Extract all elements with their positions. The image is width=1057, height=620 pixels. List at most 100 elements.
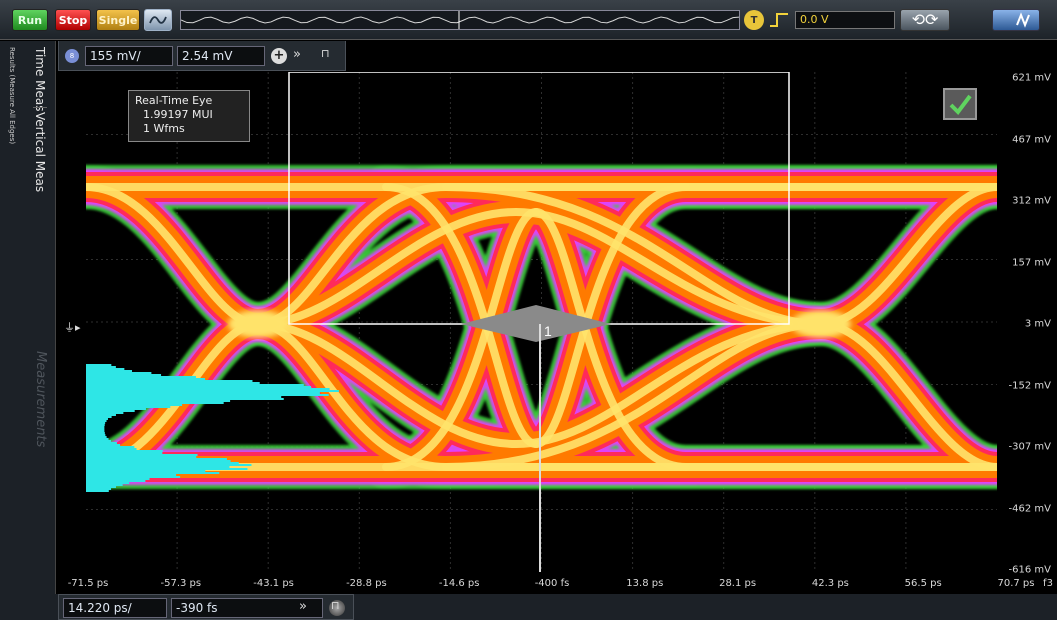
- single-button[interactable]: Single: [96, 9, 140, 31]
- eye-traces: [86, 165, 997, 489]
- histogram-bar: [86, 434, 106, 436]
- histogram-bar: [86, 466, 230, 468]
- trigger-marker[interactable]: [461, 305, 611, 342]
- histogram: [86, 364, 339, 492]
- eye-trace: [532, 183, 690, 448]
- histogram-bar: [86, 378, 206, 380]
- pin-icon[interactable]: ⊓: [331, 599, 340, 612]
- display-toggle-button[interactable]: [992, 9, 1040, 31]
- y-tick-label: -616 mV: [1008, 564, 1051, 576]
- histogram-bar: [86, 424, 105, 426]
- histogram-bar: [86, 426, 105, 428]
- histogram-bar: [86, 478, 150, 480]
- undo-redo-button[interactable]: ⟲⟳: [900, 9, 950, 31]
- y-tick-label: -152 mV: [1008, 380, 1051, 391]
- trigger-icon[interactable]: T: [744, 10, 764, 30]
- channel-control-bar: 8 155 mV/ 2.54 mV + » ⊓: [58, 41, 346, 71]
- y-tick-label: 3 mV: [1024, 318, 1051, 330]
- histogram-bar: [86, 482, 130, 484]
- time-delay-field[interactable]: -390 fs: [171, 598, 323, 618]
- histogram-bar: [86, 438, 109, 440]
- eye-trace: [254, 207, 825, 328]
- y-tick-label: 467 mV: [1012, 134, 1051, 145]
- ground-reference-icon[interactable]: ⏚▸: [64, 321, 81, 334]
- histogram-bar: [86, 382, 260, 384]
- x-axis-corner-label: f3: [1043, 578, 1053, 589]
- histogram-bar: [86, 448, 137, 450]
- rising-edge-icon[interactable]: [768, 12, 790, 28]
- tab-time-meas[interactable]: Time Meas: [33, 47, 47, 112]
- time-position-icon[interactable]: [329, 600, 345, 616]
- x-tick-label: 42.3 ps: [811, 578, 849, 589]
- eye-trace: [382, 208, 540, 471]
- overview-waveform: [180, 11, 740, 29]
- histogram-bar: [86, 374, 162, 376]
- histogram-bar: [86, 402, 224, 404]
- y-axis: 621 mV 467 mV 312 mV 157 mV 3 mV -152 mV -307 …: [997, 72, 1057, 576]
- histogram-bar: [86, 468, 248, 470]
- top-toolbar: Run Stop Single T 0.0 V ⟲⟳: [0, 0, 1057, 40]
- time-scale-field[interactable]: 14.220 ps/: [63, 598, 167, 618]
- chevron-right-icon[interactable]: »: [293, 47, 301, 62]
- histogram-bar: [86, 458, 227, 460]
- histogram-bar: [86, 470, 206, 472]
- histogram-bar: [86, 476, 181, 478]
- histogram-bar: [86, 422, 106, 424]
- histogram-bar: [86, 394, 329, 396]
- eye-trace: [254, 320, 825, 449]
- histogram-bar: [86, 408, 146, 410]
- y-tick-label: 312 mV: [1012, 195, 1051, 207]
- x-tick-label: 28.1 ps: [719, 578, 757, 589]
- histogram-bar: [86, 410, 135, 412]
- checkmark-icon[interactable]: [943, 88, 977, 120]
- histogram-bar: [86, 428, 105, 430]
- x-tick-label: -43.1 ps: [253, 578, 294, 589]
- chevron-right-icon[interactable]: »: [299, 599, 307, 614]
- histogram-bar: [86, 414, 116, 416]
- pin-icon[interactable]: ⊓: [321, 47, 330, 60]
- channel-icon[interactable]: 8: [65, 49, 79, 63]
- histogram-bar: [86, 462, 239, 464]
- histogram-bar: [86, 488, 112, 490]
- add-icon[interactable]: +: [271, 48, 287, 64]
- histogram-bar: [86, 398, 284, 400]
- histogram-bar: [86, 444, 121, 446]
- signal-icon: [1016, 12, 1030, 28]
- y-tick-label: 621 mV: [1012, 72, 1051, 84]
- histogram-bar: [86, 390, 339, 392]
- histogram-bar: [86, 370, 133, 372]
- x-tick-label: -57.3 ps: [160, 578, 202, 589]
- timebase-control: 14.220 ps/ -390 fs » ⊓: [58, 594, 354, 620]
- autoscale-button[interactable]: [144, 9, 172, 31]
- vertical-offset-field[interactable]: 2.54 mV: [177, 46, 265, 66]
- histogram-bar: [86, 392, 320, 394]
- histogram-bar: [86, 490, 109, 492]
- tab-vertical-meas[interactable]: Vertical Meas: [33, 107, 47, 192]
- eye-diagram[interactable]: 1: [86, 72, 997, 572]
- stop-button[interactable]: Stop: [55, 9, 91, 31]
- histogram-bar: [86, 376, 196, 378]
- histogram-bar: [86, 432, 105, 434]
- histogram-bar: [86, 456, 197, 458]
- eye-info-box: Real-Time Eye 1.99197 MUI 1 Wfms: [128, 90, 250, 142]
- acquisition-overview[interactable]: [180, 10, 740, 30]
- histogram-bar: [86, 450, 163, 452]
- eye-trace: [532, 208, 690, 471]
- histogram-bar: [86, 474, 177, 476]
- eye-layer: [86, 183, 997, 471]
- histogram-bar: [86, 400, 231, 402]
- histogram-bar: [86, 404, 183, 406]
- trigger-level-field[interactable]: 0.0 V: [795, 11, 895, 29]
- x-tick-label: -71.5 ps: [67, 578, 109, 589]
- x-axis: -71.5 ps -57.3 ps -43.1 ps -28.8 ps -14.6 ps…: [58, 572, 1057, 594]
- x-tick-label: 56.5 ps: [904, 578, 942, 589]
- histogram-bar: [86, 472, 220, 474]
- histogram-bar: [86, 416, 112, 418]
- tab-results[interactable]: Results (Measure All Edges): [8, 47, 16, 145]
- histogram-bar: [86, 484, 123, 486]
- histogram-bar: [86, 420, 107, 422]
- run-button[interactable]: Run: [12, 9, 48, 31]
- histogram-bar: [86, 460, 231, 462]
- vertical-scale-field[interactable]: 155 mV/: [85, 46, 173, 66]
- histogram-bar: [86, 442, 117, 444]
